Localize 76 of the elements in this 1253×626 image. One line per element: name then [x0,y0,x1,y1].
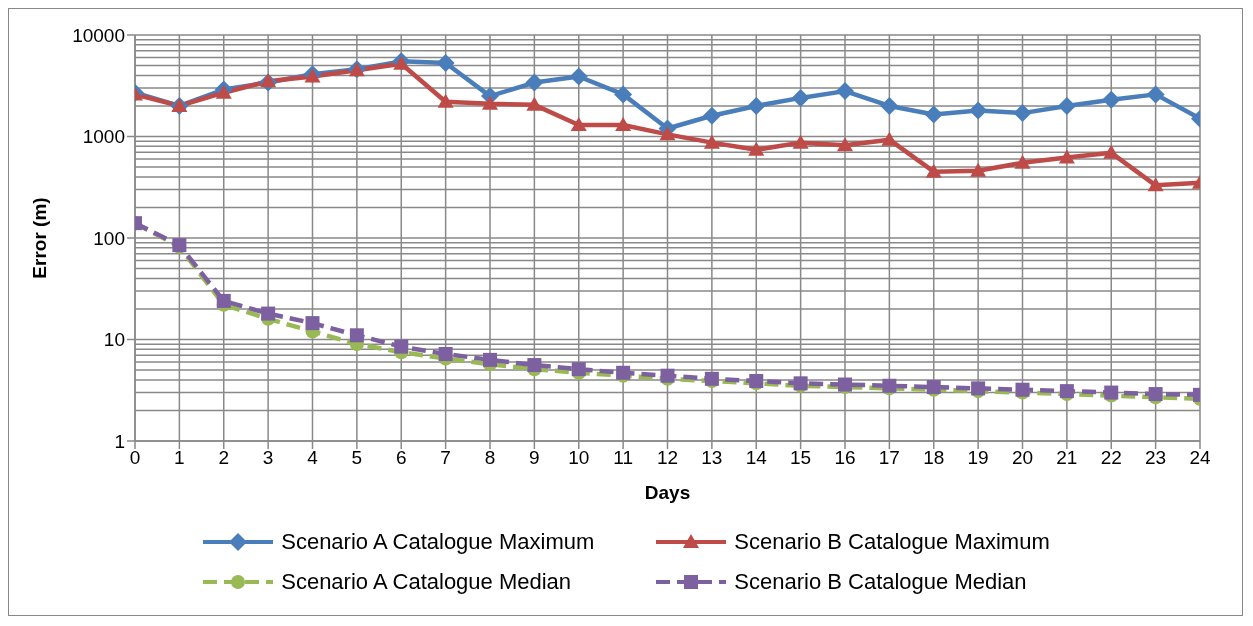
x-tick-label: 4 [307,447,319,469]
point [525,73,544,92]
point [526,96,543,111]
x-tick-label: 21 [1056,447,1078,469]
x-tick-label: 7 [440,447,451,469]
legend-label: Scenario B Catalogue Maximum [734,529,1050,555]
x-tick-label: 2 [218,447,230,469]
x-tick-label: 10 [568,447,590,469]
x-tick-label: 5 [351,447,363,469]
legend-label: Scenario A Catalogue Maximum [281,529,595,555]
point [1014,154,1031,169]
point [569,67,588,86]
point [305,316,320,331]
point [702,106,721,125]
x-tick-label: 19 [967,447,989,469]
point [659,126,676,141]
x-tick-label: 8 [484,447,496,469]
x-tick-label: 20 [1011,447,1034,469]
point [924,105,943,124]
x-tick-label: 11 [613,447,633,469]
point [792,134,809,149]
x-tick-label: 6 [395,447,407,469]
point [614,85,633,104]
x-tick-label: 23 [1145,447,1167,469]
point [1146,85,1165,104]
y-tick-label: 100 [93,227,125,249]
x-tick-label: 3 [262,447,274,469]
point [349,328,364,343]
x-tick-label: 17 [878,447,900,469]
x-tick-label: 14 [745,447,768,469]
x-tick-label: 12 [656,447,679,469]
point [570,116,587,131]
point [1058,149,1075,164]
y-tick-label: 10000 [72,24,125,46]
point [394,339,409,354]
x-tick-label: 24 [1189,447,1211,469]
x-tick-label: 1 [174,447,185,469]
point [261,306,276,321]
point [436,53,455,72]
x-tick-label: 9 [529,447,540,469]
point [482,95,498,110]
point [527,358,542,373]
point [215,84,232,99]
point [216,293,231,308]
point [260,73,277,88]
x-axis-title: Days [644,482,691,503]
point [438,346,453,361]
point [748,141,765,156]
y-tick-label: 1000 [82,126,125,148]
x-tick-label: 18 [923,447,945,469]
x-tick-label: 13 [701,447,723,469]
point [969,101,988,120]
point [1102,90,1121,109]
legend-label: Scenario B Catalogue Median [734,569,1027,595]
point [437,93,454,108]
point [483,352,497,367]
x-tick-label: 15 [790,447,812,469]
x-tick-label: 22 [1100,447,1122,469]
legend-label: Scenario A Catalogue Median [281,569,572,595]
x-tick-label: 16 [834,447,856,469]
point [791,88,810,107]
y-tick-label: 10 [103,329,125,351]
point [747,96,766,115]
point [1013,104,1032,123]
point [836,82,854,101]
x-tick-label: 0 [129,447,141,469]
point [615,116,632,131]
point [1147,177,1164,192]
point [925,163,942,178]
point [703,134,720,149]
point [880,96,899,115]
point [970,162,987,177]
y-tick-label: 1 [114,430,125,452]
y-axis-title: Error (m) [28,197,50,279]
point [837,137,853,152]
point [1057,96,1076,115]
